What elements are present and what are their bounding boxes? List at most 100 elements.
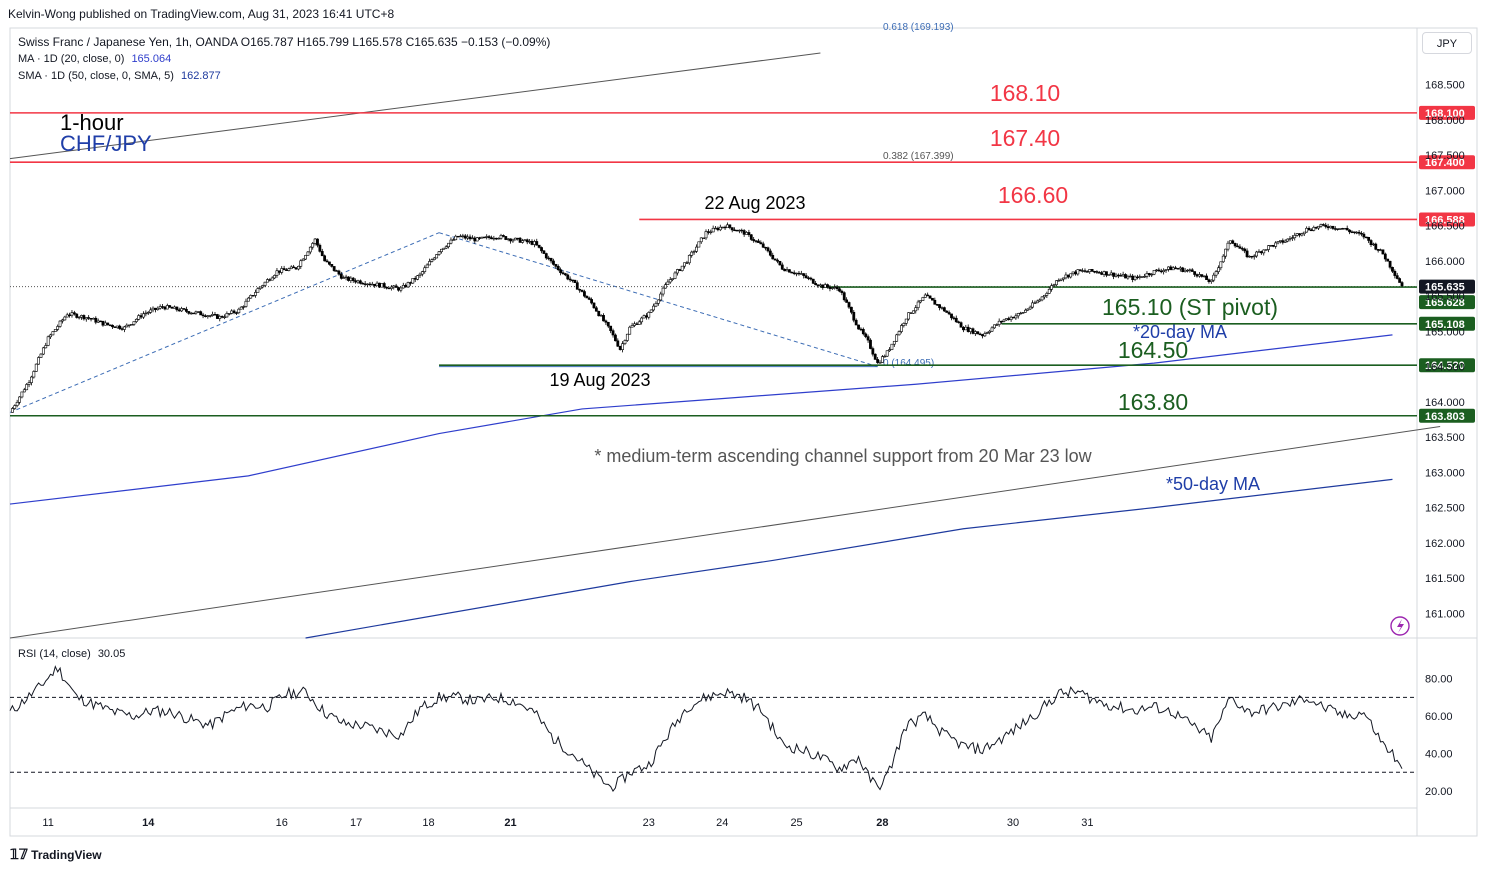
candle-body [1217, 267, 1220, 272]
candle-body [425, 264, 429, 269]
candle [1147, 272, 1151, 277]
candle-body [1054, 280, 1058, 286]
candle [32, 370, 36, 379]
tradingview-logo[interactable]: 𝟙𝟟 TradingView [10, 846, 102, 863]
candle [142, 311, 145, 320]
rsi-legend[interactable]: RSI (14, close) 30.05 [18, 648, 125, 660]
candle [1059, 278, 1063, 282]
price-badge-167.400[interactable]: 167.400 [1419, 155, 1475, 170]
candle-body [423, 267, 427, 272]
indicator-alert-icon[interactable] [1390, 616, 1410, 636]
candle-body [706, 231, 710, 233]
candle [327, 261, 331, 266]
candle [49, 333, 52, 339]
candle [580, 289, 584, 293]
ascending-channel [9, 52, 1441, 639]
candle-body [1195, 274, 1199, 277]
candle-body [175, 306, 179, 311]
candle-body [199, 311, 203, 316]
candle-body [1312, 227, 1316, 231]
candle [1267, 244, 1270, 253]
candle [170, 306, 174, 309]
price-badge-165.108[interactable]: 165.108 [1419, 316, 1475, 331]
candle [1209, 279, 1213, 284]
candle [1057, 278, 1061, 282]
time-tick: 28 [876, 817, 888, 829]
candle-body [971, 328, 975, 334]
candle-body [325, 260, 329, 263]
price-badge-text: 165.108 [1425, 319, 1465, 331]
candle-body [659, 293, 663, 301]
candle-body [1219, 261, 1223, 269]
price-badge-164.520[interactable]: 164.520 [1419, 358, 1475, 373]
candle-body [230, 310, 234, 314]
candle [399, 286, 403, 293]
candle-body [1257, 251, 1261, 253]
price-badge-165.635[interactable]: 165.635 [1419, 279, 1475, 294]
candle-body [1004, 318, 1008, 321]
candle-body [447, 242, 450, 248]
candle-body [654, 303, 658, 307]
candle-body [513, 237, 517, 241]
candle [1288, 235, 1292, 242]
candle-body [113, 326, 117, 328]
time-tick: 14 [142, 817, 155, 829]
candle [27, 379, 31, 388]
candle [173, 305, 176, 309]
price-badge-163.803[interactable]: 163.803 [1419, 408, 1475, 423]
candle [118, 324, 122, 330]
price-badge-168.100[interactable]: 168.100 [1419, 105, 1475, 120]
candle-body [1164, 269, 1168, 271]
price-badge-166.588[interactable]: 166.588 [1419, 212, 1475, 227]
candle-body [664, 284, 667, 289]
candle [409, 281, 412, 286]
currency-button[interactable]: JPY [1422, 32, 1472, 54]
candle-body [697, 241, 701, 248]
candle-body [981, 334, 984, 337]
candle-body [904, 318, 908, 324]
candle-body [370, 283, 374, 286]
candle-body [461, 235, 465, 237]
candle-body [1171, 267, 1175, 271]
candle-body [642, 315, 646, 319]
candle-body [1236, 245, 1239, 248]
price-tick: 168.000 [1425, 115, 1465, 127]
price-badge-text: 167.400 [1425, 157, 1465, 169]
candle [1164, 269, 1168, 273]
candle-body [506, 238, 510, 240]
candle-body [70, 312, 74, 316]
candle-body [995, 324, 999, 326]
candle-body [501, 235, 505, 237]
candle [737, 229, 741, 234]
candle [63, 315, 67, 321]
sma-legend[interactable]: SMA · 1D (50, close, 0, SMA, 5) 162.877 [18, 70, 221, 82]
candle-body [409, 282, 412, 284]
candle [230, 309, 234, 315]
symbol-legend[interactable]: Swiss Franc / Japanese Yen, 1h, OANDA O1… [18, 35, 551, 49]
price-axis[interactable]: 168.100 167.400 166.588 165.635 165.628 165.1… [1419, 80, 1475, 798]
candle-body [768, 250, 772, 256]
candle [847, 301, 851, 309]
candle-body [27, 382, 31, 385]
candle [530, 239, 534, 246]
candle-body [182, 308, 186, 310]
candle [768, 248, 772, 257]
ma-legend[interactable]: MA · 1D (20, close, 0) 165.064 [18, 53, 171, 65]
candle-body [1376, 249, 1380, 251]
candle [1329, 225, 1332, 229]
candle [690, 250, 694, 258]
time-axis[interactable]: 11 14 16 17 18 21 23 24 25 28 30 31 [42, 817, 1093, 829]
price-badge-165.628[interactable]: 165.628 [1419, 295, 1475, 310]
candle-body [1345, 227, 1349, 231]
candle-body [32, 371, 36, 378]
candle [549, 257, 553, 264]
candle [1140, 276, 1144, 278]
candle [65, 312, 69, 318]
candle [814, 280, 818, 286]
candle-body [737, 229, 741, 232]
candle-body [578, 289, 582, 291]
candle-body [1076, 269, 1080, 275]
candle-body [456, 235, 460, 238]
candle [628, 325, 632, 335]
